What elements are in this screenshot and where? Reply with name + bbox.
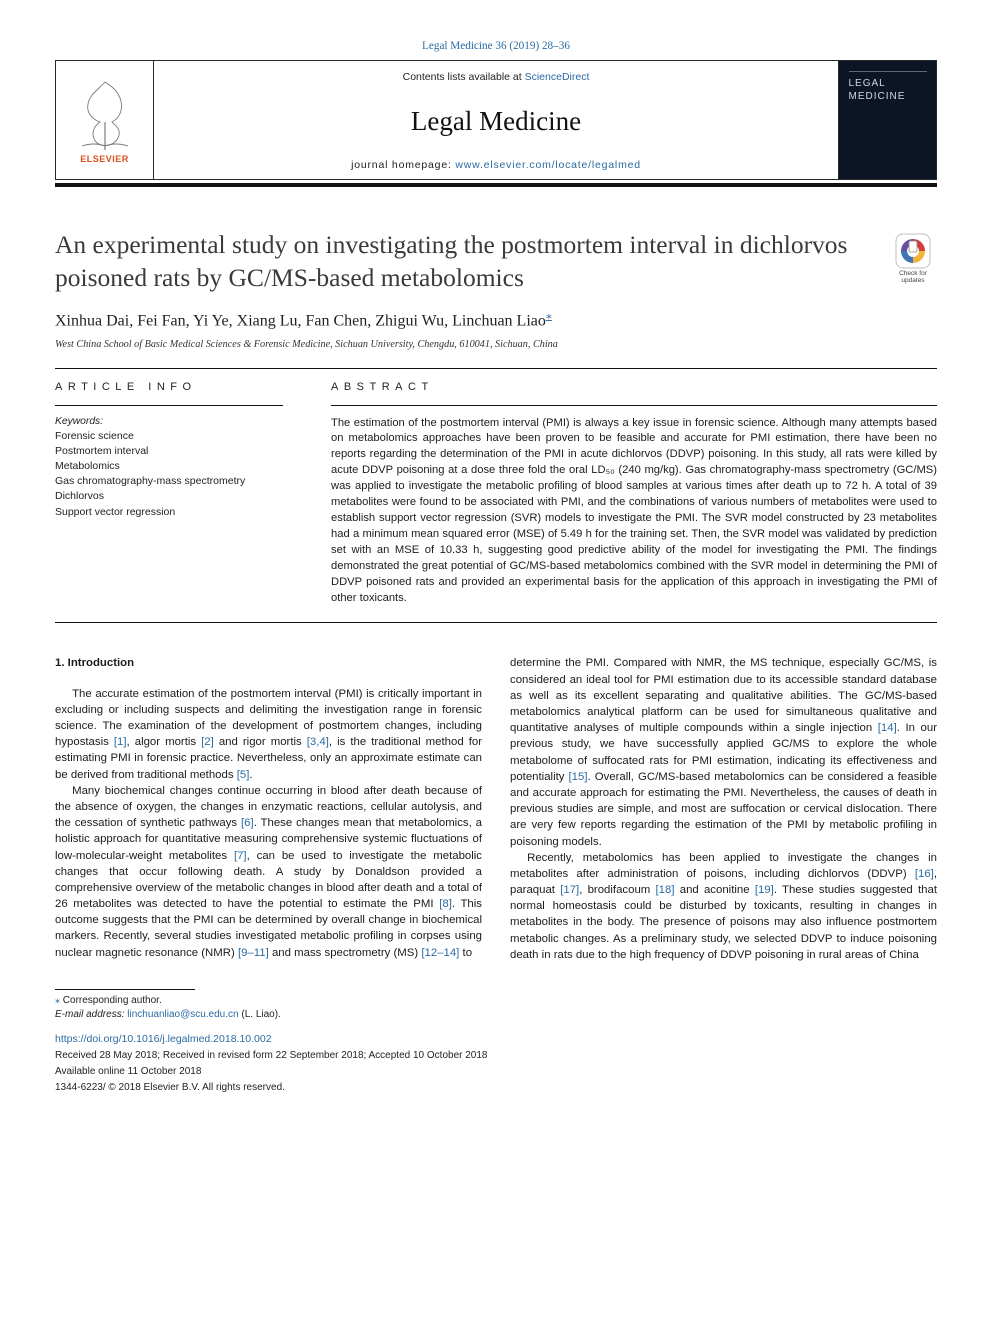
journal-cover-thumb: LEGAL MEDICINE [838,61,936,179]
rule-above-info [55,368,937,369]
email-label: E-mail address: [55,1009,124,1020]
header-center: Contents lists available at ScienceDirec… [154,61,838,179]
keyword-item: Gas chromatography-mass spectrometry [55,474,283,489]
cover-title: LEGAL MEDICINE [849,71,927,103]
abstract-label: ABSTRACT [331,381,937,393]
body-paragraph: Recently, metabolomics has been applied … [510,850,937,963]
keywords-list: Forensic science Postmortem interval Met… [55,429,283,520]
email-link[interactable]: linchuanliao@scu.edu.cn [127,1009,238,1020]
corr-symbol: ⁎ [55,995,60,1006]
abstract-rule [331,405,937,406]
author-names: Xinhua Dai, Fei Fan, Yi Ye, Xiang Lu, Fa… [55,313,546,330]
email-line: E-mail address: linchuanliao@scu.edu.cn … [55,1008,937,1022]
running-citation: Legal Medicine 36 (2019) 28–36 [55,40,937,52]
author-list: Xinhua Dai, Fei Fan, Yi Ye, Xiang Lu, Fa… [55,308,937,330]
abstract-text: The estimation of the postmortem interva… [331,416,937,607]
contents-prefix: Contents lists available at [403,71,525,83]
contents-lists-line: Contents lists available at ScienceDirec… [154,71,838,83]
crossmark-icon [895,233,931,269]
affiliation: West China School of Basic Medical Scien… [55,339,937,350]
article-title: An experimental study on investigating t… [55,229,869,294]
footnote-rule [55,989,195,990]
check-for-updates-badge[interactable]: Check for updates [889,233,937,285]
body-paragraph: determine the PMI. Compared with NMR, th… [510,655,937,849]
available-online: Available online 11 October 2018 [55,1065,937,1079]
section-heading-intro: 1. Introduction [55,655,482,671]
elsevier-tree-icon [70,76,140,152]
body-paragraph: Many biochemical changes continue occurr… [55,783,482,961]
article-info-label: ARTICLE INFO [55,381,283,393]
keyword-item: Metabolomics [55,459,283,474]
keyword-item: Postmortem interval [55,444,283,459]
check-updates-label: Check for updates [889,271,937,285]
received-dates: Received 28 May 2018; Received in revise… [55,1049,937,1063]
keyword-item: Support vector regression [55,505,283,520]
publisher-logo: ELSEVIER [56,61,154,179]
publisher-name: ELSEVIER [80,154,129,164]
doi-link[interactable]: https://doi.org/10.1016/j.legalmed.2018.… [55,1032,937,1047]
header-underline-bar [55,183,937,187]
body-two-column: 1. Introduction The accurate estimation … [55,655,937,963]
article-info-column: ARTICLE INFO Keywords: Forensic science … [55,381,283,607]
footer-block: ⁎ Corresponding author. E-mail address: … [55,989,937,1095]
abstract-column: ABSTRACT The estimation of the postmorte… [331,381,937,607]
corresponding-author-note: ⁎ Corresponding author. [55,994,937,1008]
body-right-column: determine the PMI. Compared with NMR, th… [510,655,937,963]
article-info-rule [55,405,283,406]
body-paragraph: The accurate estimation of the postmorte… [55,686,482,783]
keyword-item: Forensic science [55,429,283,444]
sciencedirect-link[interactable]: ScienceDirect [525,71,590,83]
copyright-line: 1344-6223/ © 2018 Elsevier B.V. All righ… [55,1081,937,1095]
corr-text: Corresponding author. [63,995,162,1006]
journal-title: Legal Medicine [154,106,838,137]
corresponding-marker-link[interactable]: ⁎ [546,308,552,322]
body-left-column: 1. Introduction The accurate estimation … [55,655,482,963]
email-paren: (L. Liao). [241,1009,280,1020]
keyword-item: Dichlorvos [55,489,283,504]
homepage-prefix: journal homepage: [351,159,455,171]
keywords-heading: Keywords: [55,416,283,427]
rule-below-abstract [55,622,937,623]
homepage-line: journal homepage: www.elsevier.com/locat… [154,159,838,171]
journal-header: ELSEVIER Contents lists available at Sci… [55,60,937,180]
homepage-link[interactable]: www.elsevier.com/locate/legalmed [455,159,641,171]
